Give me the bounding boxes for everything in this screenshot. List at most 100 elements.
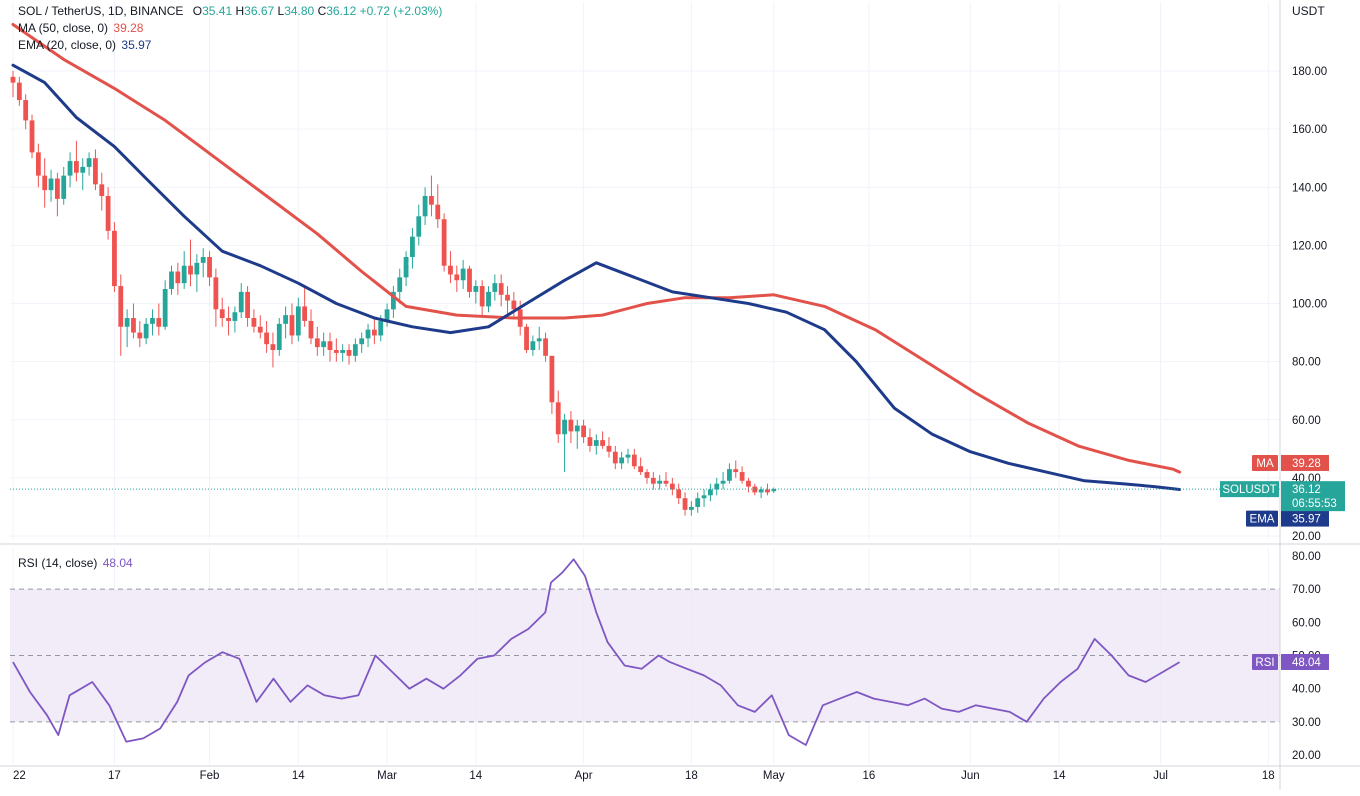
candle: [67, 152, 73, 188]
candle: [429, 175, 434, 217]
candle-body: [257, 326, 263, 333]
price-tick-label: 120.00: [1292, 240, 1327, 252]
high-value: 36.67: [244, 4, 275, 18]
rsi-tick-label: 60.00: [1292, 617, 1321, 629]
candle-body: [492, 283, 498, 292]
ema-line: [11, 63, 1182, 491]
candle: [498, 274, 504, 307]
candle-body: [562, 419, 567, 435]
symbol-tag-text: SOLUSDT: [1222, 484, 1276, 496]
candle: [619, 451, 625, 470]
candle-body: [270, 344, 276, 350]
candle: [308, 309, 314, 345]
candle-body: [454, 274, 460, 281]
symbol-tag: [1220, 481, 1279, 498]
time-tick-label: Feb: [200, 770, 220, 782]
candle-body: [727, 469, 732, 481]
candle: [657, 474, 663, 490]
candle-body: [467, 268, 472, 292]
price-tick-label: 20.00: [1292, 531, 1321, 543]
ema-value: 35.97: [121, 38, 152, 52]
candle-body: [61, 175, 67, 199]
candle-body: [612, 451, 618, 464]
symbol-title[interactable]: SOL / TetherUS, 1D, BINANCE: [18, 4, 184, 18]
rsi-legend[interactable]: RSI (14, close) 48.04: [18, 556, 133, 570]
candle-body: [118, 286, 124, 327]
candle-body: [143, 323, 149, 339]
candle: [587, 428, 593, 452]
candle-body: [758, 489, 764, 493]
candle-body: [460, 268, 466, 281]
candle-body: [568, 419, 574, 432]
candle: [384, 303, 390, 327]
candle: [340, 344, 346, 362]
candle: [295, 297, 301, 342]
candle: [505, 286, 510, 316]
candle: [650, 472, 656, 490]
price-tick-label: 80.00: [1292, 357, 1321, 369]
candle-body: [682, 498, 688, 510]
symbol-legend[interactable]: SOL / TetherUS, 1D, BINANCE O35.41 H36.6…: [18, 4, 442, 18]
candle-body: [213, 277, 219, 310]
time-tick-label: May: [763, 770, 785, 782]
candle-body: [93, 158, 98, 185]
candle-body: [124, 318, 130, 327]
price-tick-label: 180.00: [1292, 66, 1327, 78]
candle-body: [448, 265, 453, 275]
candle: [314, 326, 320, 356]
candle-body: [175, 271, 181, 284]
time-tick-label: 14: [292, 770, 305, 782]
candle: [105, 187, 111, 240]
candle-body: [150, 318, 155, 324]
candle: [238, 283, 244, 319]
ma-label: MA (50, close, 0): [18, 21, 109, 35]
ema-legend[interactable]: EMA (20, close, 0) 35.97: [18, 38, 151, 52]
candle-body: [676, 489, 682, 499]
candle-body: [194, 262, 200, 275]
rsi-panel: [10, 588, 1280, 723]
candle: [131, 303, 136, 339]
candle-body: [86, 158, 92, 167]
candle-body: [238, 291, 244, 313]
candle: [581, 419, 586, 443]
ma-legend[interactable]: MA (50, close, 0) 39.28: [18, 21, 143, 35]
candle: [365, 323, 371, 348]
candle: [333, 338, 339, 362]
candle: [536, 326, 542, 350]
candle: [410, 227, 415, 269]
candle: [270, 332, 276, 368]
price-tick-label: 100.00: [1292, 299, 1327, 311]
rsi-label: RSI (14, close): [18, 556, 98, 570]
candle-body: [479, 286, 485, 307]
candle-body: [631, 454, 637, 467]
candle: [403, 251, 409, 287]
ma-badge: MA 39.28: [1252, 454, 1329, 471]
candle: [644, 469, 650, 484]
rsi-tick-label: 70.00: [1292, 584, 1321, 596]
candle-body: [555, 402, 561, 435]
candle-body: [505, 294, 510, 301]
candle-body: [511, 300, 517, 310]
candle-body: [10, 76, 16, 83]
rsi-line: [12, 558, 1181, 746]
candle-body: [232, 312, 238, 321]
ma-value: 39.28: [113, 21, 144, 35]
candle: [61, 166, 67, 205]
time-tick-label: 14: [469, 770, 482, 782]
candle-body: [384, 309, 390, 321]
candles: [10, 71, 777, 516]
candle-body: [188, 265, 193, 275]
candle-body: [733, 469, 739, 473]
candle-body: [593, 440, 599, 446]
candle-body: [112, 230, 117, 287]
candle: [10, 71, 16, 98]
candle: [219, 297, 225, 327]
time-tick-label: Jul: [1153, 770, 1168, 782]
time-tick-label: Jun: [961, 770, 980, 782]
candle-body: [321, 341, 327, 348]
candle: [708, 483, 713, 502]
candle-body: [35, 152, 41, 176]
candle-body: [365, 329, 371, 339]
